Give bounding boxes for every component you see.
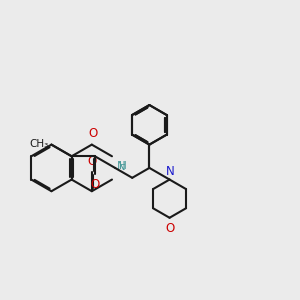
- Text: O: O: [87, 155, 96, 168]
- Text: O: O: [90, 178, 100, 191]
- Text: CH₃: CH₃: [30, 139, 49, 149]
- Text: N: N: [166, 165, 174, 178]
- Text: H: H: [119, 160, 127, 170]
- Text: O: O: [166, 222, 175, 235]
- Text: N: N: [117, 160, 125, 172]
- Text: O: O: [89, 128, 98, 140]
